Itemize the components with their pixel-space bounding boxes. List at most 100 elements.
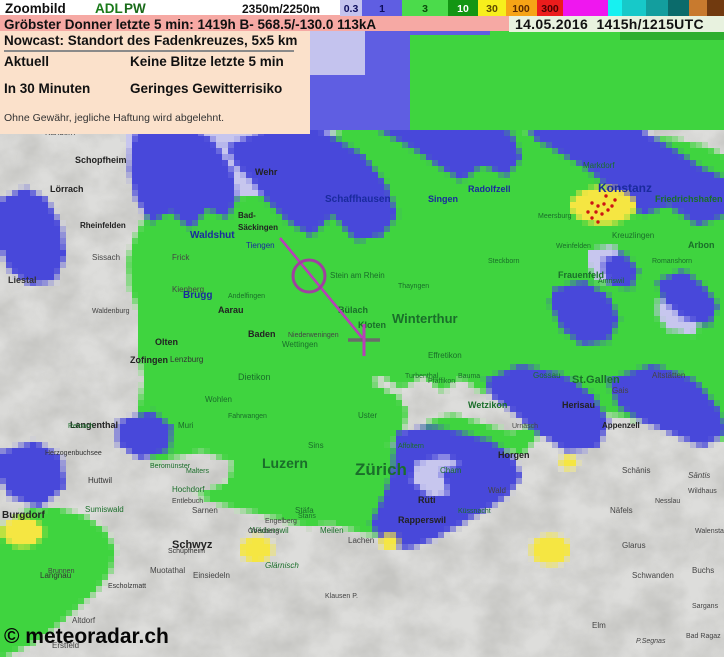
svg-text:Herisau: Herisau bbox=[562, 400, 595, 410]
svg-text:Baden: Baden bbox=[248, 329, 276, 339]
svg-text:Beromünster: Beromünster bbox=[150, 463, 191, 470]
svg-text:Altstätten: Altstätten bbox=[652, 371, 685, 380]
svg-text:Sarnen: Sarnen bbox=[192, 506, 218, 515]
svg-text:3: 3 bbox=[422, 3, 428, 15]
svg-text:Wohlen: Wohlen bbox=[205, 395, 232, 404]
svg-text:Lörrach: Lörrach bbox=[50, 184, 84, 194]
svg-text:Muri: Muri bbox=[178, 421, 194, 430]
svg-text:Escholzmatt: Escholzmatt bbox=[108, 583, 146, 590]
svg-text:Arbon: Arbon bbox=[688, 240, 715, 250]
svg-text:Glärnisch: Glärnisch bbox=[265, 561, 299, 570]
svg-text:Kreuzlingen: Kreuzlingen bbox=[612, 231, 654, 240]
svg-text:Thayngen: Thayngen bbox=[398, 283, 429, 290]
svg-text:Zofingen: Zofingen bbox=[130, 355, 168, 365]
svg-text:Gossau: Gossau bbox=[533, 371, 561, 380]
svg-text:Engelberg: Engelberg bbox=[265, 518, 297, 525]
svg-text:Wildhaus: Wildhaus bbox=[688, 488, 717, 495]
svg-text:Gais: Gais bbox=[612, 386, 628, 395]
svg-text:Appenzell: Appenzell bbox=[602, 421, 640, 430]
svg-text:Tiengen: Tiengen bbox=[246, 241, 275, 250]
svg-text:Lenzburg: Lenzburg bbox=[170, 355, 203, 364]
svg-text:Kloten: Kloten bbox=[358, 320, 386, 330]
svg-text:Liestal: Liestal bbox=[8, 275, 37, 285]
svg-text:Turbenthal: Turbenthal bbox=[405, 373, 439, 380]
svg-text:Rapperswil: Rapperswil bbox=[398, 515, 446, 525]
svg-text:Buchs: Buchs bbox=[692, 566, 714, 575]
svg-text:Markdorf: Markdorf bbox=[583, 161, 615, 170]
svg-text:Olten: Olten bbox=[155, 337, 178, 347]
svg-text:Weinfelden: Weinfelden bbox=[556, 243, 591, 250]
svg-text:0.3: 0.3 bbox=[344, 3, 359, 15]
svg-text:Amriswil: Amriswil bbox=[598, 278, 624, 285]
svg-text:Rüti: Rüti bbox=[418, 495, 436, 505]
svg-text:Klausen P.: Klausen P. bbox=[325, 593, 358, 600]
svg-text:Radolfzell: Radolfzell bbox=[468, 184, 511, 194]
svg-text:Küssnacht: Küssnacht bbox=[458, 508, 491, 515]
svg-text:Schänis: Schänis bbox=[622, 466, 650, 475]
svg-text:100: 100 bbox=[512, 3, 530, 15]
svg-text:Brugg: Brugg bbox=[183, 290, 212, 301]
svg-text:Singen: Singen bbox=[428, 194, 458, 204]
svg-text:Affoltern: Affoltern bbox=[398, 443, 424, 450]
svg-text:Waldshut: Waldshut bbox=[190, 230, 235, 241]
svg-text:Lachen: Lachen bbox=[348, 536, 374, 545]
svg-text:Luzern: Luzern bbox=[262, 455, 308, 471]
svg-text:Friedrichshafen: Friedrichshafen bbox=[655, 194, 723, 204]
svg-text:Säntis: Säntis bbox=[688, 471, 710, 480]
svg-text:Huttwil: Huttwil bbox=[88, 476, 112, 485]
svg-text:Muotathal: Muotathal bbox=[150, 566, 185, 575]
svg-text:Effretikon: Effretikon bbox=[428, 351, 462, 360]
svg-text:Entlebuch: Entlebuch bbox=[172, 498, 203, 505]
svg-text:30: 30 bbox=[486, 3, 498, 15]
svg-text:Fahrwangen: Fahrwangen bbox=[228, 413, 267, 420]
svg-text:Näfels: Näfels bbox=[610, 506, 633, 515]
svg-text:Cham: Cham bbox=[440, 466, 462, 475]
svg-text:Meersburg: Meersburg bbox=[538, 213, 572, 220]
svg-text:Rheinfelden: Rheinfelden bbox=[80, 221, 126, 230]
svg-text:Wald: Wald bbox=[488, 486, 506, 495]
svg-text:Waldenburg: Waldenburg bbox=[92, 308, 130, 315]
svg-text:Einsiedeln: Einsiedeln bbox=[193, 571, 230, 580]
svg-text:Dietikon: Dietikon bbox=[238, 372, 271, 382]
svg-text:Romanshorn: Romanshorn bbox=[652, 258, 692, 265]
svg-text:Wehr: Wehr bbox=[255, 167, 278, 177]
svg-text:Niederweningen: Niederweningen bbox=[288, 332, 339, 339]
svg-text:Stans: Stans bbox=[298, 513, 316, 520]
svg-text:Steckborn: Steckborn bbox=[488, 258, 520, 265]
svg-text:Reinach: Reinach bbox=[68, 423, 94, 430]
svg-text:Wettingen: Wettingen bbox=[282, 340, 318, 349]
svg-text:Walenstadt: Walenstadt bbox=[695, 528, 724, 535]
svg-text:P.Segnas: P.Segnas bbox=[636, 638, 666, 645]
svg-text:Schwyz: Schwyz bbox=[172, 539, 213, 551]
svg-text:Sins: Sins bbox=[308, 441, 324, 450]
svg-text:Sissach: Sissach bbox=[92, 253, 120, 262]
svg-text:Altdorf: Altdorf bbox=[72, 616, 96, 625]
svg-text:Schaffhausen: Schaffhausen bbox=[325, 194, 391, 205]
svg-text:Aarau: Aarau bbox=[218, 305, 244, 315]
svg-text:Zürich: Zürich bbox=[355, 460, 407, 479]
svg-text:Bad Ragaz: Bad Ragaz bbox=[686, 633, 721, 640]
svg-text:Säckingen: Säckingen bbox=[238, 223, 278, 232]
svg-text:Hochdorf: Hochdorf bbox=[172, 485, 205, 494]
svg-text:Nesslau: Nesslau bbox=[655, 498, 680, 505]
svg-text:Sumiswald: Sumiswald bbox=[85, 505, 124, 514]
svg-text:Konstanz: Konstanz bbox=[598, 181, 652, 195]
svg-text:Bad-: Bad- bbox=[238, 211, 256, 220]
svg-text:Andelfingen: Andelfingen bbox=[228, 293, 265, 300]
svg-text:Sargans: Sargans bbox=[692, 603, 719, 610]
svg-text:Frick: Frick bbox=[172, 253, 190, 262]
svg-text:Uster: Uster bbox=[358, 411, 377, 420]
svg-text:Brunnen: Brunnen bbox=[48, 568, 75, 575]
svg-text:Meilen: Meilen bbox=[320, 526, 344, 535]
svg-text:Horgen: Horgen bbox=[498, 450, 530, 460]
svg-text:Burgdorf: Burgdorf bbox=[2, 510, 45, 521]
svg-text:St.Gallen: St.Gallen bbox=[572, 374, 620, 386]
svg-text:Schopfheim: Schopfheim bbox=[75, 155, 127, 165]
svg-text:Winterthur: Winterthur bbox=[392, 311, 458, 326]
svg-text:Urnäsch: Urnäsch bbox=[512, 423, 538, 430]
svg-text:Oberiberg: Oberiberg bbox=[248, 528, 279, 535]
svg-text:Stein am Rhein: Stein am Rhein bbox=[330, 271, 385, 280]
svg-text:Elm: Elm bbox=[592, 621, 606, 630]
svg-text:Bauma: Bauma bbox=[458, 373, 480, 380]
svg-text:10: 10 bbox=[457, 3, 469, 15]
